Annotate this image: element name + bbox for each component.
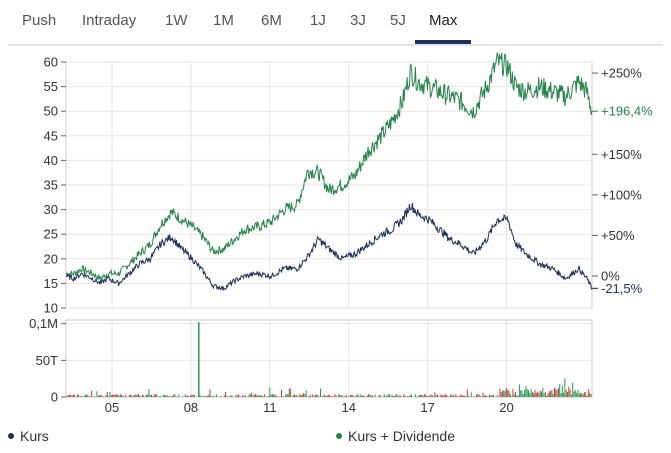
tab-intraday[interactable]: Intraday	[82, 12, 137, 29]
tab-6m[interactable]: 6M	[261, 12, 282, 29]
y-tick-label: 45	[44, 128, 58, 143]
tab-max[interactable]: Max	[429, 12, 458, 29]
y-tick-label: 25	[44, 227, 58, 242]
legend-kurs-dividende[interactable]: Kurs + Dividende	[336, 428, 455, 444]
y-tick-label: 60	[44, 55, 58, 70]
legend-kurs-marker	[8, 433, 14, 440]
volume-bars	[66, 378, 592, 397]
x-tick-label: 11	[263, 400, 277, 415]
right-axis-label: +100%	[601, 187, 642, 202]
right-axis-label: +150%	[601, 147, 642, 162]
tab-5j[interactable]: 5J	[390, 12, 406, 29]
tab-1w[interactable]: 1W	[165, 12, 188, 29]
volume-frame	[65, 319, 593, 398]
y-tick-label: 15	[44, 276, 58, 291]
y-tick-label: 35	[44, 178, 58, 193]
tab-push[interactable]: Push	[22, 12, 57, 29]
volume-tick-label: 0	[51, 390, 58, 405]
y-tick-label: 20	[44, 251, 58, 266]
period-tabs: Push Intraday 1W 1M 6M 1J 3J 5J Max	[8, 0, 663, 46]
y-tick-label: 30	[44, 202, 58, 217]
y-tick-label: 10	[44, 301, 58, 316]
series-kurs-dividende-line	[65, 52, 593, 281]
volume-tick-label: 50T	[36, 353, 58, 368]
tab-1m[interactable]: 1M	[213, 12, 234, 29]
y-tick-label: 50	[44, 104, 58, 119]
y-tick-label: 55	[44, 79, 58, 94]
x-tick-label: 08	[184, 400, 198, 415]
tab-1j[interactable]: 1J	[310, 12, 326, 29]
right-axis-label: 0%	[601, 269, 620, 284]
right-axis-label: +50%	[601, 228, 635, 243]
tab-3j[interactable]: 3J	[350, 12, 366, 29]
x-tick-label: 14	[341, 400, 355, 415]
active-tab-indicator	[415, 40, 471, 44]
right-axis-label: +250%	[601, 66, 642, 81]
legend-kurs-dividende-label: Kurs + Dividende	[348, 428, 456, 444]
x-tick-label: 17	[420, 400, 434, 415]
series-kurs-line	[65, 202, 593, 292]
legend-kurs-label: Kurs	[20, 428, 49, 444]
legend-kurs-dividende-marker	[336, 433, 342, 440]
legend-kurs[interactable]: Kurs	[8, 428, 49, 444]
y-tick-label: 40	[44, 153, 58, 168]
x-tick-label: 05	[105, 400, 119, 415]
x-tick-label: 20	[499, 400, 513, 415]
volume-tick-label: 0,1M	[29, 316, 58, 331]
last-value-label-kurs: -21,5%	[601, 281, 643, 296]
last-value-label-kurs-dividende: +196,4%	[601, 104, 653, 119]
